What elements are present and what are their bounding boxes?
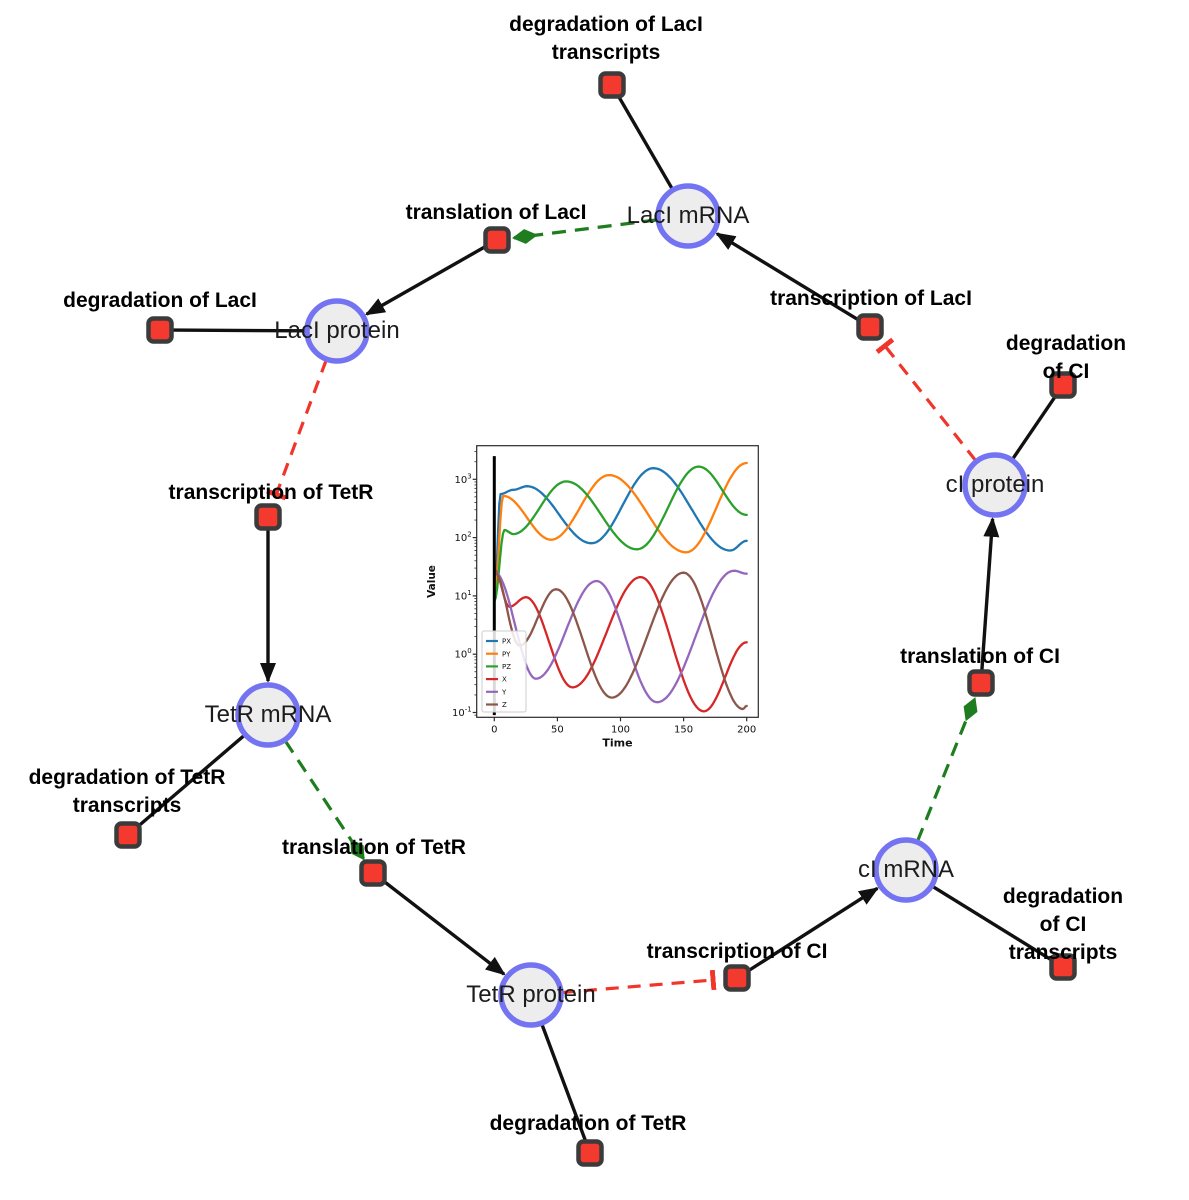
x-tick-label: 200 bbox=[737, 724, 756, 735]
y-tick-label: 103 bbox=[454, 472, 471, 486]
series-line-Y bbox=[493, 569, 748, 704]
y-tick-label: 101 bbox=[454, 589, 471, 603]
edge-line-ci-mrna-to-deg-ci-tx bbox=[931, 884, 1053, 962]
series-line-PY bbox=[493, 461, 748, 603]
species-node-ci-protein bbox=[962, 452, 1028, 518]
reaction-node-deg-tetr-tx bbox=[114, 821, 142, 849]
edge-inhibition-laci-protein-to-txn-tetr bbox=[266, 359, 328, 501]
y-tick-label: 102 bbox=[454, 531, 471, 545]
reaction-node-transl-ci bbox=[967, 669, 995, 697]
reaction-node-deg-laci-tx bbox=[598, 71, 626, 99]
reaction-node-txn-laci bbox=[856, 313, 884, 341]
series-line-PX bbox=[493, 467, 748, 603]
series-line-PZ bbox=[493, 465, 748, 603]
edge-inhibition-ci-protein-to-txn-laci bbox=[875, 337, 978, 462]
species-node-ci-mrna bbox=[873, 837, 939, 903]
reaction-node-deg-laci bbox=[146, 316, 174, 344]
edge-arrow-transl-laci-to-laci-protein bbox=[364, 244, 487, 316]
edge-arrow-txn-laci-to-laci-mrna bbox=[715, 232, 860, 322]
species-node-laci-protein bbox=[304, 298, 370, 364]
reaction-node-transl-laci bbox=[483, 226, 511, 254]
legend-label-PY: PY bbox=[502, 650, 511, 658]
edge-modifier-ci-mrna-to-transl-ci bbox=[916, 697, 978, 842]
edge-line-laci-mrna-to-deg-laci-tx bbox=[617, 95, 674, 191]
edge-modifier-tetr-mrna-to-transl-tetr bbox=[283, 739, 365, 861]
reaction-node-txn-tetr bbox=[254, 503, 282, 531]
edge-arrow-txn-ci-to-ci-mrna bbox=[747, 886, 880, 973]
series-line-X bbox=[493, 568, 748, 713]
reaction-node-deg-tetr bbox=[576, 1139, 604, 1167]
reaction-node-deg-ci bbox=[1049, 371, 1077, 399]
x-axis-label: Time bbox=[602, 736, 632, 749]
x-tick-label: 100 bbox=[611, 724, 630, 735]
y-axis-label: Value bbox=[426, 565, 438, 598]
edge-line-tetr-mrna-to-deg-tetr-tx bbox=[136, 733, 246, 828]
species-node-tetr-protein bbox=[498, 962, 564, 1028]
simulation-plot: 0 50 100 150 200 103 102 101 100 10-1 Time Value PX P… bbox=[425, 428, 775, 773]
edge-line-ci-protein-to-deg-ci bbox=[1010, 394, 1058, 461]
species-node-tetr-mrna bbox=[235, 682, 301, 748]
legend-label-PZ: PZ bbox=[502, 663, 511, 671]
series-line-Z bbox=[493, 570, 748, 711]
edge-line-tetr-protein-to-deg-tetr bbox=[540, 1023, 588, 1142]
edge-inhibition-tetr-protein-to-txn-ci bbox=[561, 969, 717, 995]
edge-arrow-transl-tetr-to-tetr-protein bbox=[382, 879, 506, 976]
chart-frame bbox=[476, 445, 759, 718]
edges-layer bbox=[136, 95, 1058, 1142]
reaction-node-transl-tetr bbox=[359, 859, 387, 887]
chart-series-group bbox=[492, 456, 748, 716]
reaction-node-txn-ci bbox=[723, 964, 751, 992]
edge-arrow-transl-ci-to-ci-protein bbox=[980, 516, 1000, 671]
reaction-node-deg-ci-tx bbox=[1049, 953, 1077, 981]
legend-label-PX: PX bbox=[502, 638, 511, 646]
legend-label-X: X bbox=[502, 676, 507, 684]
y-tick-label: 10-1 bbox=[452, 706, 472, 720]
x-tick-label: 50 bbox=[551, 724, 564, 735]
edge-line-laci-protein-to-deg-laci bbox=[172, 328, 307, 333]
x-tick-label: 0 bbox=[491, 724, 497, 735]
legend-label-Z: Z bbox=[502, 701, 507, 709]
species-node-laci-mrna bbox=[655, 183, 721, 249]
x-tick-label: 150 bbox=[674, 724, 693, 735]
chart-axes: 0 50 100 150 200 103 102 101 100 10-1 bbox=[452, 451, 756, 735]
chart-legend: PX PY PZ XYZ bbox=[481, 630, 527, 713]
nodes-layer bbox=[114, 71, 1077, 1167]
chart-svg: 0 50 100 150 20010310210110010-1TimeValuePXP… bbox=[426, 445, 759, 749]
legend-label-Y: Y bbox=[501, 688, 507, 696]
y-tick-label: 100 bbox=[454, 647, 471, 661]
edge-modifier-laci-mrna-to-transl-laci bbox=[512, 218, 658, 244]
